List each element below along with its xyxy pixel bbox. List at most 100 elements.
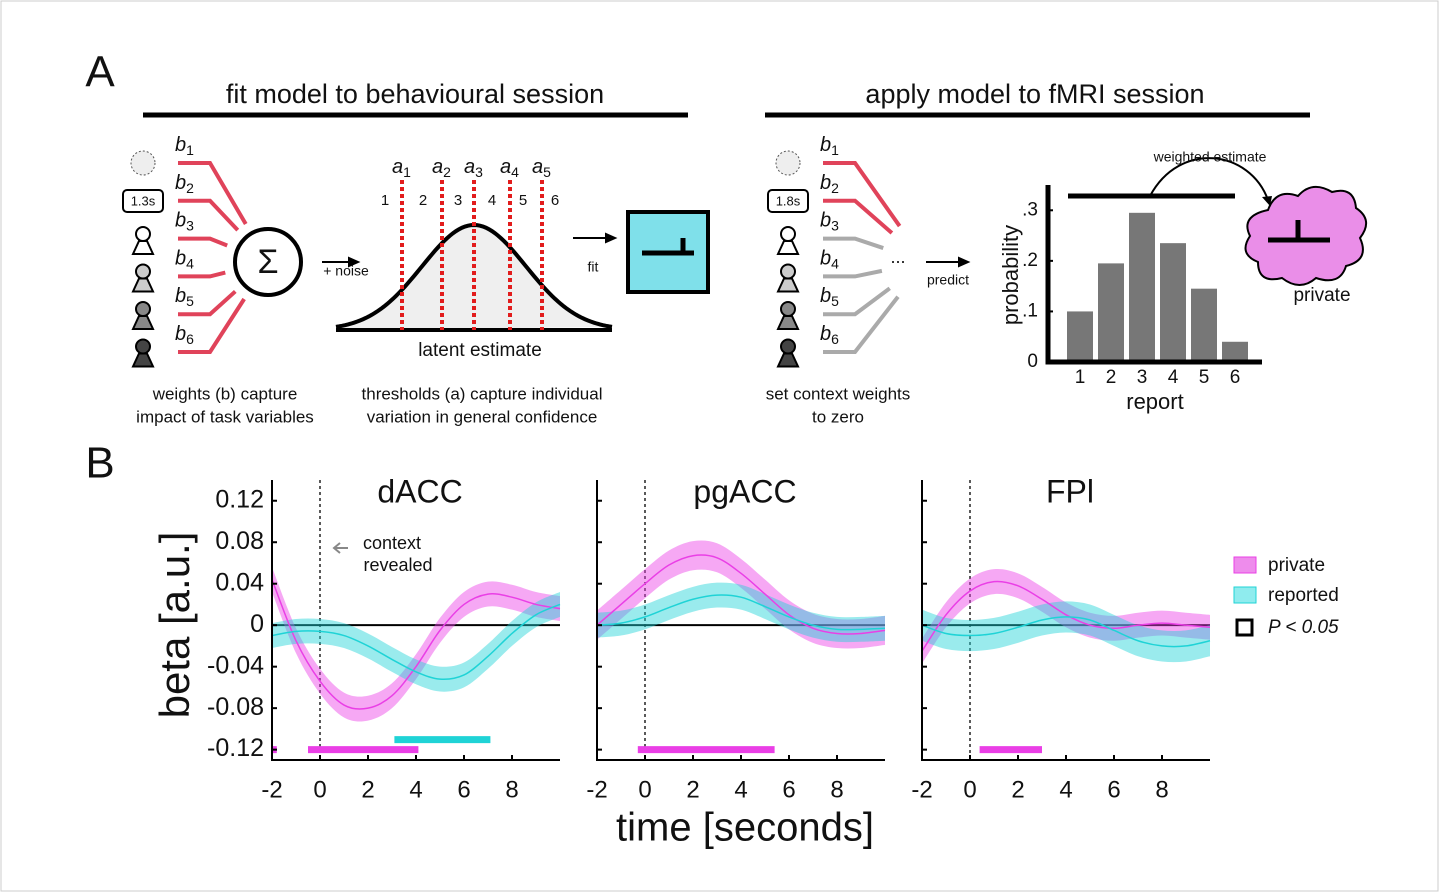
y-axis-label: beta [a.u.] — [151, 532, 198, 719]
chart-title: pgACC — [693, 473, 796, 509]
significance-bar — [637, 746, 775, 754]
y-tick-label: 0.12 — [215, 485, 264, 513]
panel-label: B — [85, 439, 114, 488]
weight-line — [178, 198, 240, 232]
index: 3 — [186, 217, 194, 233]
bar — [1129, 212, 1155, 362]
significance-bar — [308, 746, 419, 754]
weight-label: b2 — [820, 172, 839, 195]
weight-line — [178, 270, 226, 279]
significance-bar — [979, 746, 1042, 754]
symbol: b — [820, 134, 831, 156]
person-body — [131, 240, 155, 255]
x-tick-label: 8 — [505, 776, 518, 803]
x-tick-label: 0 — [963, 776, 976, 803]
estimate-arrowhead — [1262, 196, 1272, 206]
weight-label: a4 — [500, 156, 519, 179]
bin-label: 4 — [488, 192, 496, 209]
axes — [596, 480, 885, 761]
legend-label: P < 0.05 — [1268, 617, 1339, 638]
error-band — [272, 592, 560, 692]
bin-label: 2 — [419, 192, 427, 209]
symbol: a — [464, 156, 475, 178]
weight-label: b6 — [175, 323, 194, 346]
duration-box — [767, 189, 809, 213]
x-tick-label: 0 — [313, 776, 326, 803]
person-head — [135, 338, 151, 355]
x-axis-label: report — [1126, 389, 1183, 414]
duration-box — [122, 189, 164, 213]
y-tick-label: .1 — [1022, 300, 1038, 321]
predict-label: predict — [927, 272, 969, 288]
task-icons — [767, 150, 809, 368]
mean-line — [596, 554, 886, 635]
weight-line — [823, 295, 900, 354]
x-tick-label: 8 — [830, 776, 843, 803]
x-tick-label: 0 — [638, 776, 651, 803]
x-tick-label: 2 — [1011, 776, 1024, 803]
person-body — [131, 352, 155, 368]
symbol: b — [175, 134, 186, 156]
caption: variation in general confidence — [367, 407, 598, 426]
index: 3 — [831, 217, 839, 233]
x-tick-label: 6 — [1107, 776, 1120, 803]
caption: impact of task variables — [136, 407, 314, 426]
index: 5 — [186, 293, 194, 309]
symbol: b — [175, 210, 186, 232]
weight-label: b1 — [820, 134, 839, 157]
weight-label: a5 — [532, 156, 551, 179]
weight-label: b1 — [175, 134, 194, 157]
fit-label: fit — [588, 259, 599, 275]
caption: weights (b) capture — [152, 384, 298, 403]
annotation: revealed — [363, 555, 432, 575]
person-head — [780, 338, 796, 355]
bar — [1160, 243, 1186, 362]
symbol: b — [820, 172, 831, 194]
x-tick-label: 2 — [686, 776, 699, 803]
index: 6 — [831, 331, 839, 347]
sum-node — [233, 227, 303, 297]
weight-line — [823, 268, 883, 279]
ellipsis: ... — [890, 247, 905, 267]
index: 5 — [543, 164, 551, 180]
index: 1 — [186, 142, 194, 158]
symbol: b — [820, 248, 831, 270]
index: 2 — [831, 180, 839, 196]
bin-label: 3 — [454, 192, 462, 209]
weight-line — [823, 236, 884, 250]
weight-label: a3 — [464, 156, 483, 179]
person-body — [131, 315, 155, 330]
mean-line — [596, 594, 886, 631]
weight-line — [178, 161, 248, 226]
weight-label: b5 — [175, 285, 194, 308]
index: 6 — [186, 331, 194, 347]
weight-label: b3 — [175, 210, 194, 233]
latent-density — [336, 225, 612, 330]
weight-label: a2 — [432, 156, 451, 179]
x-tick-label: 4 — [734, 776, 747, 803]
y-tick-label: .2 — [1022, 250, 1038, 271]
x-axis-label: time [seconds] — [616, 806, 874, 850]
bar — [1191, 288, 1217, 362]
y-tick-label: 0.04 — [215, 568, 264, 596]
mean-line — [271, 579, 561, 710]
annotation-arrow — [332, 542, 348, 554]
person-head — [135, 263, 151, 280]
x-tick-label: -2 — [586, 776, 607, 803]
bar — [1222, 341, 1248, 362]
estimate-label: weighted estimate — [1153, 149, 1267, 165]
x-tick-label: 5 — [1199, 367, 1210, 388]
index: 5 — [831, 293, 839, 309]
duration-label: 1.3s — [131, 193, 156, 208]
axes — [921, 480, 1210, 761]
bin-label: 5 — [519, 192, 527, 209]
x-tick-label: -2 — [261, 776, 282, 803]
weight-label: b4 — [820, 248, 839, 271]
index: 1 — [403, 164, 411, 180]
weight-line — [823, 198, 894, 235]
weight-label: a1 — [392, 156, 411, 179]
person-body — [776, 315, 800, 330]
brain-symbol — [1268, 220, 1330, 243]
index: 4 — [831, 255, 839, 271]
index: 3 — [475, 164, 483, 180]
